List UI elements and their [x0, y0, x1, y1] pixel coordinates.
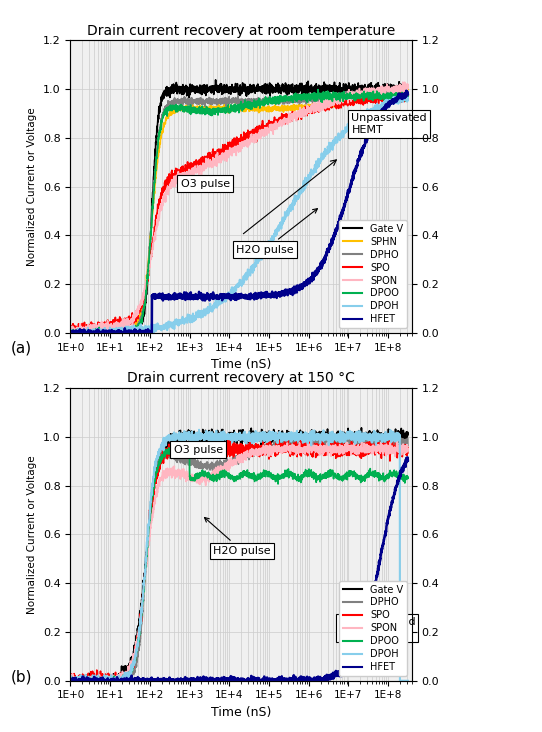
- Text: O3 pulse: O3 pulse: [180, 179, 230, 189]
- Text: Unpassivated
HEMT: Unpassivated HEMT: [339, 617, 415, 639]
- Y-axis label: Normalized Current or Voltage: Normalized Current or Voltage: [28, 108, 37, 266]
- Title: Drain current recovery at 150 °C: Drain current recovery at 150 °C: [127, 371, 355, 386]
- Legend: Gate V, SPHN, DPHO, SPO, SPON, DPOO, DPOH, HFET: Gate V, SPHN, DPHO, SPO, SPON, DPOO, DPO…: [339, 220, 407, 328]
- Text: (b): (b): [11, 670, 33, 684]
- X-axis label: Time (nS): Time (nS): [211, 359, 272, 371]
- Legend: Gate V, DPHO, SPO, SPON, DPOO, DPOH, HFET: Gate V, DPHO, SPO, SPON, DPOO, DPOH, HFE…: [339, 580, 407, 676]
- X-axis label: Time (nS): Time (nS): [211, 706, 272, 719]
- Text: O3 pulse: O3 pulse: [174, 444, 223, 455]
- Y-axis label: Normalized Current or Voltage: Normalized Current or Voltage: [28, 455, 37, 613]
- Text: H2O pulse: H2O pulse: [204, 518, 271, 556]
- Title: Drain current recovery at room temperature: Drain current recovery at room temperatu…: [87, 23, 395, 38]
- Text: Unpassivated
HEMT: Unpassivated HEMT: [351, 113, 427, 135]
- Text: (a): (a): [11, 340, 32, 355]
- Text: H2O pulse: H2O pulse: [236, 209, 318, 255]
